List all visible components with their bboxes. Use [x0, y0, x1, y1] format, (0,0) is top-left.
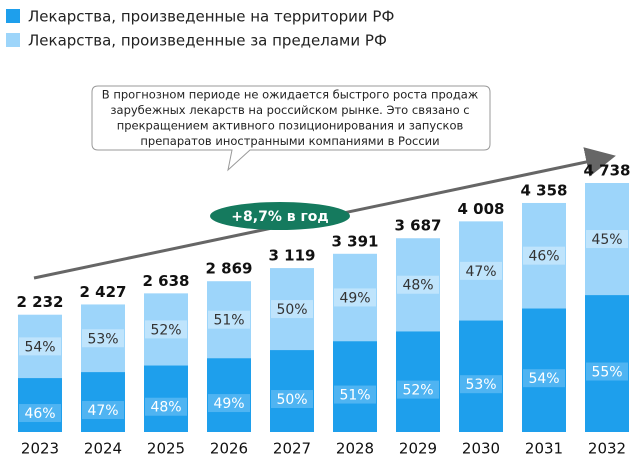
total-label: 4 008: [458, 200, 505, 218]
value-label: 54%: [528, 371, 559, 387]
total-label: 3 119: [269, 247, 316, 265]
total-label: 4 358: [521, 181, 568, 199]
value-label-bg: [19, 337, 61, 356]
value-label: 49%: [213, 396, 244, 412]
x-tick-label: 2025: [147, 440, 185, 458]
value-label: 48%: [150, 400, 181, 416]
x-tick-label: 2029: [399, 440, 437, 458]
value-label: 45%: [591, 232, 622, 248]
growth-badge: [210, 202, 350, 230]
callout-text: прекращением активного позиционирования …: [117, 119, 464, 133]
value-label-bg: [460, 375, 502, 394]
callout-box: [91, 85, 491, 172]
value-label: 55%: [591, 365, 622, 381]
value-label-bg: [523, 369, 565, 388]
value-label-bg: [145, 397, 187, 416]
value-label-bg: [460, 261, 502, 280]
value-label-bg: [208, 394, 250, 413]
value-label-bg: [82, 329, 124, 348]
legend-swatch: [6, 9, 20, 23]
value-label-bg: [271, 300, 313, 319]
x-tick-label: 2027: [273, 440, 311, 458]
total-label: 2 638: [143, 272, 190, 290]
value-label-bg: [271, 390, 313, 409]
value-label-bg: [82, 401, 124, 420]
value-label-bg: [19, 404, 61, 423]
value-label: 46%: [528, 249, 559, 265]
value-label-bg: [523, 246, 565, 265]
value-label: 47%: [465, 264, 496, 280]
value-label-bg: [586, 230, 628, 249]
value-label: 50%: [276, 302, 307, 318]
value-label: 53%: [465, 377, 496, 393]
x-tick-label: 2026: [210, 440, 248, 458]
value-label: 53%: [87, 331, 118, 347]
x-tick-label: 2031: [525, 440, 563, 458]
value-label: 46%: [24, 406, 55, 422]
x-tick-label: 2023: [21, 440, 59, 458]
value-label: 51%: [339, 388, 370, 404]
value-label-bg: [208, 310, 250, 329]
callout-text: зарубежных лекарств на российском рынке.…: [110, 103, 469, 117]
total-label: 3 687: [395, 217, 442, 235]
value-label-bg: [334, 385, 376, 404]
total-label: 4 738: [584, 162, 631, 180]
value-label-bg: [397, 275, 439, 294]
total-label: 2 869: [206, 260, 253, 278]
growth-label: +8,7% в год: [231, 209, 328, 225]
legend-swatch: [6, 33, 20, 47]
callout-text: препаратов иностранными компаниями в Рос…: [140, 134, 439, 148]
total-label: 3 391: [332, 232, 379, 250]
callout-text: В прогнозном периоде не ожидается быстро…: [102, 88, 478, 102]
value-label: 49%: [339, 290, 370, 306]
legend-label: Лекарства, произведенные на территории Р…: [28, 8, 394, 26]
x-tick-label: 2032: [588, 440, 626, 458]
x-tick-label: 2030: [462, 440, 500, 458]
value-label: 47%: [87, 403, 118, 419]
value-label-bg: [397, 380, 439, 399]
value-label: 48%: [402, 278, 433, 294]
value-label: 52%: [150, 322, 181, 338]
value-label-bg: [145, 320, 187, 339]
value-label-bg: [586, 362, 628, 381]
x-tick-label: 2028: [336, 440, 374, 458]
x-tick-label: 2024: [84, 440, 122, 458]
legend-label: Лекарства, произведенные за пределами РФ: [28, 32, 387, 50]
value-label: 54%: [24, 339, 55, 355]
value-label-bg: [334, 288, 376, 307]
total-label: 2 232: [17, 293, 64, 311]
total-label: 2 427: [80, 283, 127, 301]
value-label: 52%: [402, 383, 433, 399]
value-label: 51%: [213, 313, 244, 329]
value-label: 50%: [276, 392, 307, 408]
